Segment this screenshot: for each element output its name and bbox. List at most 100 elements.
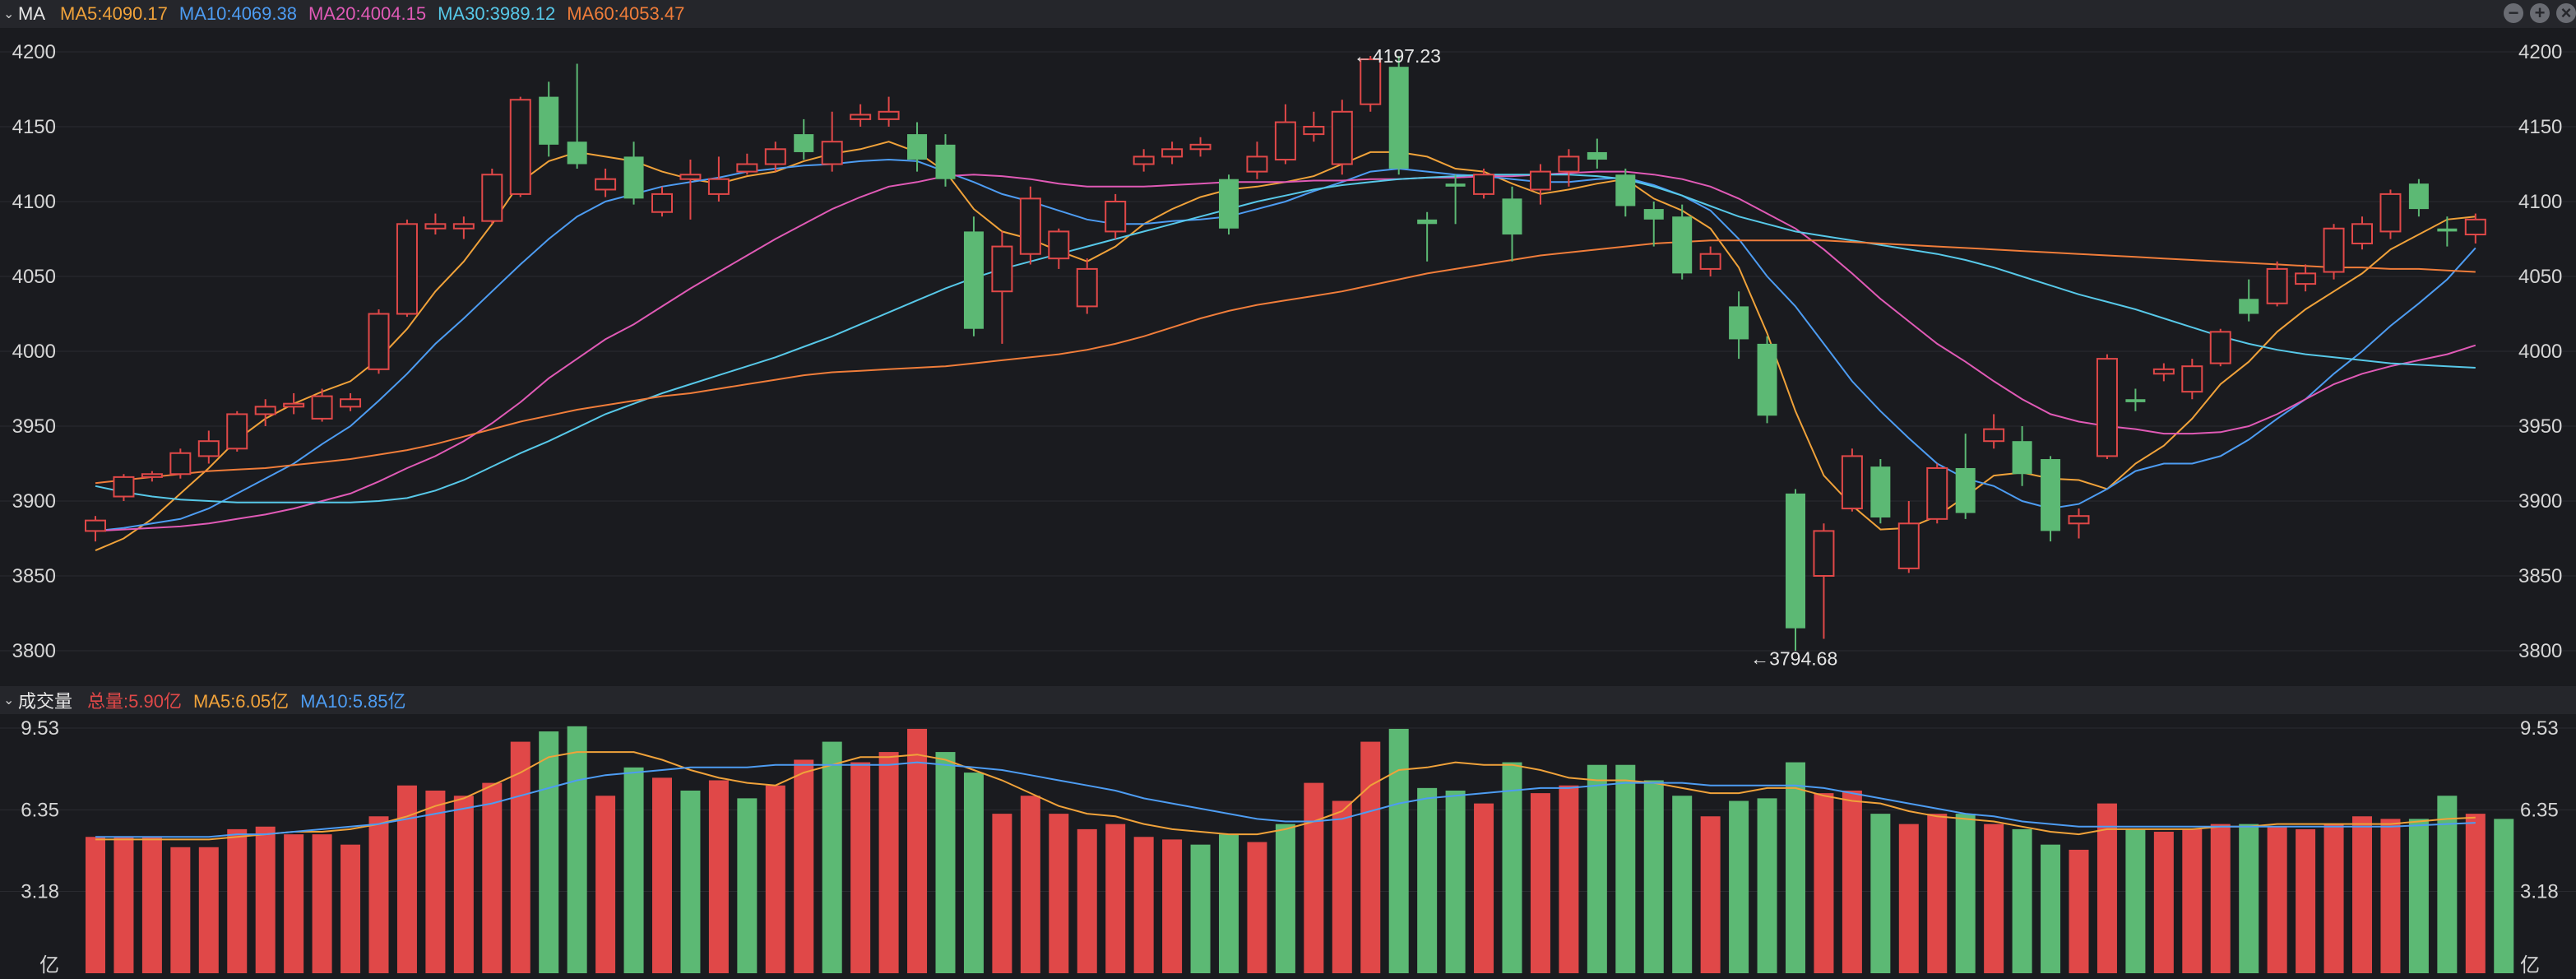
volume-bar [1162, 839, 1183, 973]
collapse-chevron-icon[interactable]: ⌄ [3, 694, 15, 708]
volume-bar [1530, 793, 1550, 973]
legend-ma60: MA60:4053.47 [567, 3, 685, 24]
volume-bar [2069, 849, 2089, 973]
volume-bar [170, 847, 191, 973]
volume-bar [1786, 762, 1805, 973]
volume-bar [2210, 824, 2231, 973]
volume-bar [1133, 837, 1154, 973]
volume-bar [1105, 824, 1126, 973]
y-tick-label-left: 4000 [12, 341, 56, 363]
candle-body [963, 231, 984, 329]
legend-ma5: MA5:4090.17 [60, 3, 168, 24]
volume-bar [1417, 787, 1438, 973]
volume-bar [341, 844, 361, 973]
volume-bar [1643, 780, 1664, 973]
volume-y-tick-label-left: 6.35 [21, 799, 59, 821]
candle-body [509, 99, 531, 195]
candle-body [1955, 467, 1976, 513]
candle-body [396, 223, 418, 315]
candle-body [821, 141, 843, 165]
legend-ma30: MA30:3989.12 [438, 3, 556, 24]
candle-body [595, 178, 617, 191]
volume-bar [1247, 842, 1267, 973]
volume-bar [114, 837, 134, 973]
candle-body [764, 148, 786, 165]
candle-body [1643, 209, 1664, 220]
volume-bar [1615, 764, 1636, 973]
volume-bar [368, 816, 389, 973]
candle-body [1076, 267, 1098, 308]
volume-bar [1898, 824, 1919, 973]
candle-body [226, 413, 248, 450]
candle-body [2266, 267, 2288, 304]
candle-body [1019, 197, 1041, 255]
volume-bar [567, 726, 587, 973]
collapse-chevron-icon[interactable]: ⌄ [3, 7, 15, 21]
candle-body [368, 313, 390, 370]
minus-icon[interactable]: − [2504, 3, 2523, 23]
candle-body [794, 134, 814, 152]
legend-volume-ma5: MA5:6.05亿 [192, 691, 290, 712]
candle-body [1897, 522, 1920, 569]
volume-bar [312, 834, 332, 973]
volume-bar [2408, 819, 2429, 973]
candle-body [1558, 155, 1580, 173]
volume-bar [1587, 764, 1607, 973]
y-tick-label-left: 4200 [12, 41, 56, 63]
candle-body [1473, 174, 1495, 195]
volume-bar [2437, 796, 2458, 973]
volume-bar [1814, 793, 1834, 973]
candle-body [197, 440, 220, 457]
candle-body [935, 144, 956, 179]
candle-body [1813, 530, 1835, 578]
candle-body [736, 163, 758, 173]
close-icon[interactable]: × [2556, 3, 2576, 23]
line-ma30 [95, 174, 2476, 503]
volume-bar [1049, 814, 1069, 973]
volume-bar [708, 780, 729, 973]
y-tick-label-right: 4150 [2518, 116, 2562, 138]
volume-bar [1559, 785, 1579, 973]
volume-indicator-name: 成交量 [18, 691, 73, 712]
volume-bar [680, 790, 701, 973]
volume-bar [1304, 782, 1324, 973]
volume-bar [86, 837, 105, 973]
y-tick-label-right: 4200 [2518, 41, 2562, 63]
volume-y-tick-label-right: 9.53 [2520, 717, 2559, 740]
volume-bar [2323, 824, 2344, 973]
candle-body [85, 519, 106, 532]
candle-body [169, 452, 192, 476]
volume-bar [1502, 762, 1522, 973]
legend-ma10: MA10:4069.38 [178, 3, 297, 24]
y-tick-label-left: 4050 [12, 266, 56, 288]
volume-bar [1020, 796, 1040, 973]
candle-body [1729, 306, 1749, 340]
volume-bar [453, 796, 474, 973]
candle-body [2209, 331, 2231, 364]
volume-bar [198, 847, 219, 973]
candle-body [1219, 179, 1239, 229]
volume-y-tick-label-right: 6.35 [2520, 799, 2559, 821]
y-tick-label-left: 3800 [12, 640, 56, 662]
volume-bar [284, 834, 304, 973]
volume-y-tick-label-left: 3.18 [21, 881, 59, 903]
volume-bar [1672, 796, 1693, 973]
candle-body [141, 473, 163, 478]
plus-icon[interactable]: + [2530, 3, 2550, 23]
candle-body [1388, 67, 1409, 169]
candle-body [2012, 441, 2032, 475]
line-ma10 [95, 158, 2476, 532]
y-tick-label-left: 3950 [12, 415, 56, 438]
candle-body [1926, 466, 1948, 520]
y-tick-label-right: 3800 [2518, 640, 2562, 662]
candle-body [991, 245, 1013, 293]
candle-body [651, 193, 673, 213]
candle-body [1161, 148, 1184, 158]
y-tick-label-right: 3950 [2518, 415, 2562, 438]
volume-bar [2125, 828, 2146, 973]
y-tick-label-right: 4000 [2518, 341, 2562, 363]
candle-body [283, 402, 305, 408]
volume-y-tick-label-left: 亿 [39, 954, 59, 977]
volume-bar [1360, 741, 1381, 973]
